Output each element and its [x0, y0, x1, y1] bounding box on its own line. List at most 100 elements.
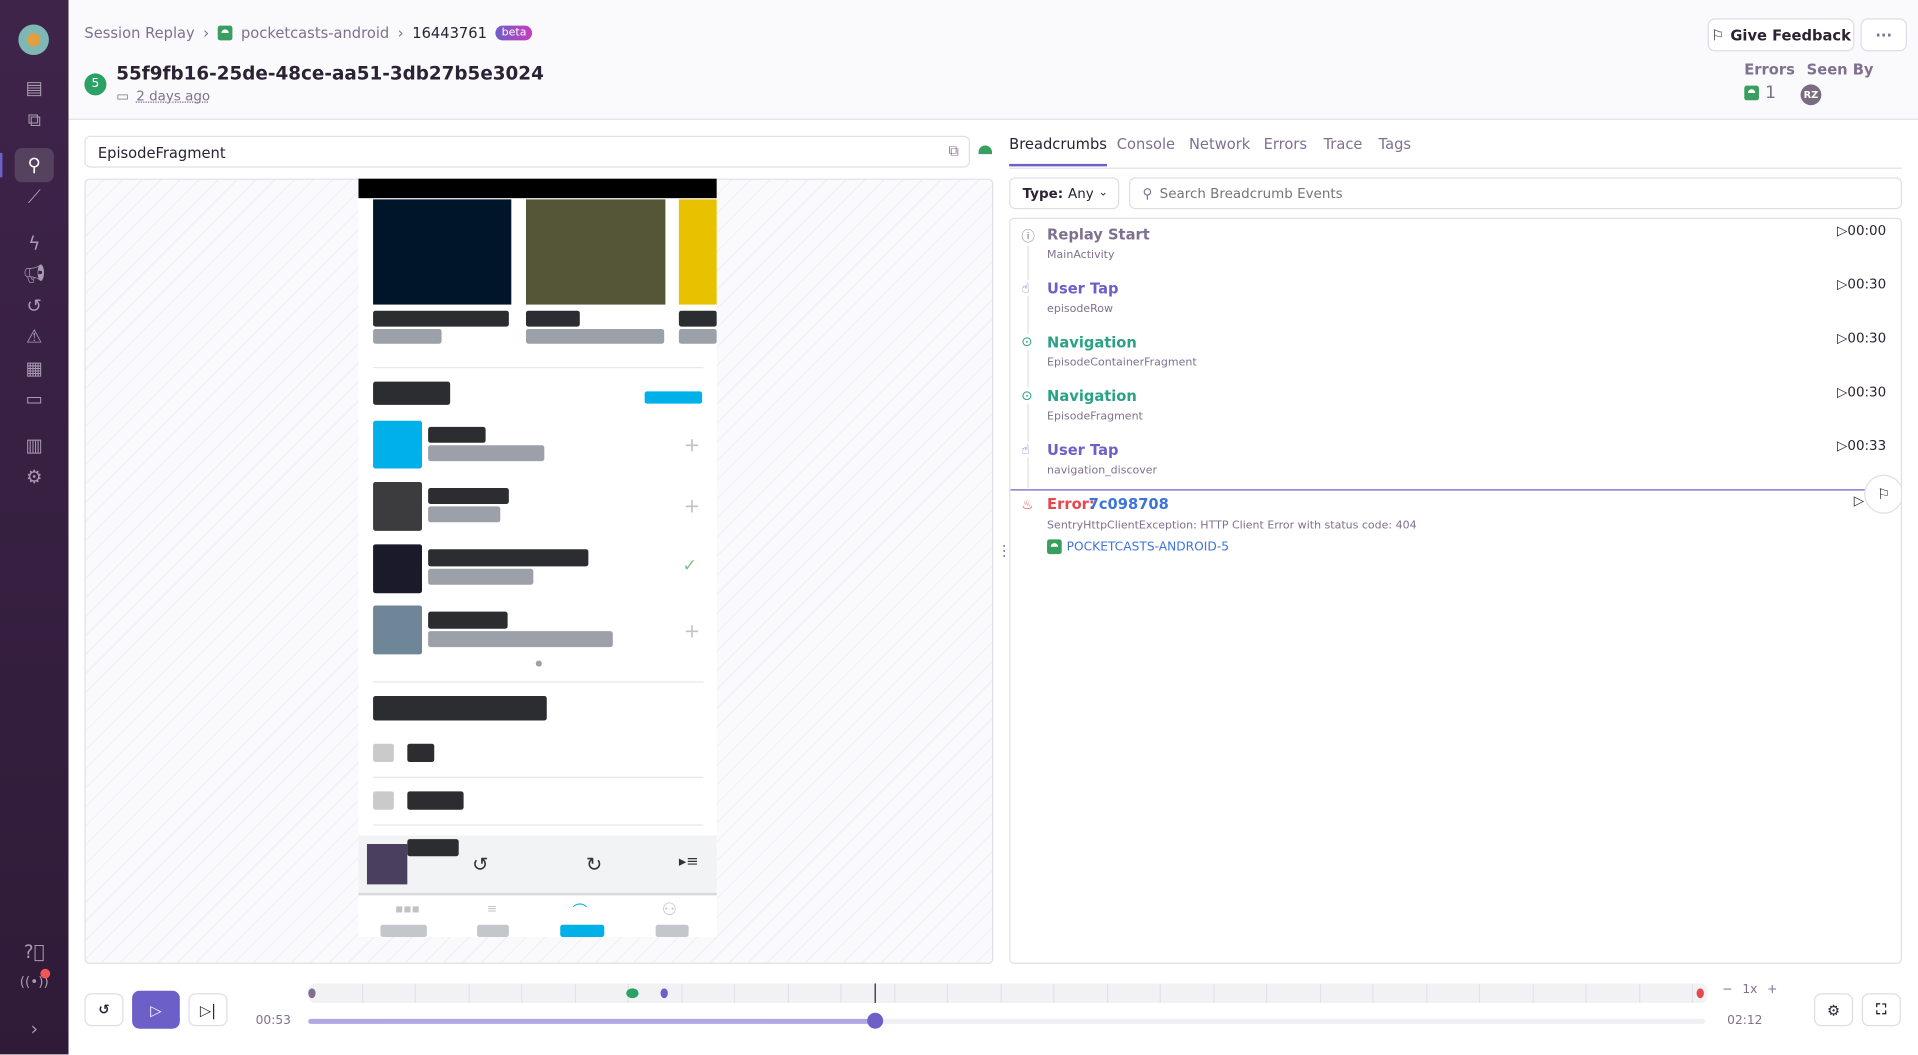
performance-icon[interactable]: ϟ	[28, 232, 41, 255]
tab-breadcrumbs[interactable]: Breadcrumbs	[1009, 136, 1107, 167]
error-id-link[interactable]: 7c098708	[1088, 495, 1169, 513]
play-icon: ▷	[1837, 330, 1848, 347]
speed-control: − 1x +	[1722, 983, 1777, 996]
breadcrumb-timestamp[interactable]: ▷00:00	[1837, 222, 1887, 239]
help-icon[interactable]: ?⃝	[23, 940, 45, 963]
fullscreen-button[interactable]: ⛶	[1861, 993, 1901, 1027]
scrubber-handle[interactable]	[866, 1012, 883, 1029]
dashboards-icon[interactable]: ▦	[25, 357, 43, 380]
hand-tap-icon: ☝	[1021, 280, 1030, 297]
gear-icon: ⚙	[1826, 1001, 1841, 1019]
play-icon: ▷	[150, 1001, 162, 1019]
type-value: Any	[1067, 185, 1094, 202]
explore-search-icon[interactable]: ⚲	[14, 148, 54, 183]
tab-errors[interactable]: Errors	[1263, 135, 1308, 153]
page-header: Session Replay › pocketcasts-android › 1…	[68, 0, 1918, 120]
play-button[interactable]: ▷	[132, 990, 180, 1029]
stats-icon[interactable]: ▥	[25, 434, 43, 457]
resize-handle[interactable]: ⋮	[996, 541, 1012, 560]
android-icon	[978, 145, 993, 155]
avatar[interactable]: RZ	[1800, 84, 1822, 106]
insights-chart-icon[interactable]: ⟋	[27, 185, 41, 208]
timeline-event-marker[interactable]	[1696, 988, 1705, 999]
timeline-tick	[1425, 983, 1427, 1004]
timeline-tick	[521, 983, 523, 1004]
timeline-event-marker[interactable]	[626, 988, 639, 999]
more-actions-button[interactable]: ···	[1860, 18, 1907, 52]
breadcrumb-timestamp[interactable]: ▷00:30	[1837, 276, 1887, 293]
settings-button[interactable]: ⚙	[1814, 993, 1854, 1027]
play-icon: ▷	[1837, 384, 1848, 400]
breadcrumb-timestamp[interactable]: ▷00:30	[1837, 384, 1887, 400]
breadcrumb-item[interactable]: ⊙ Navigation EpisodeContainerFragment ▷0…	[1010, 327, 1900, 381]
feedback-megaphone-icon[interactable]: 📢︎	[22, 262, 46, 286]
timeline-tick	[733, 983, 736, 1004]
timeline-tick	[1638, 983, 1640, 1004]
notification-dot	[40, 968, 51, 979]
current-time: 00:53	[255, 1014, 291, 1028]
type-label: Type:	[1022, 185, 1064, 202]
tab-console[interactable]: Console	[1116, 135, 1176, 153]
breadcrumb-project[interactable]: pocketcasts-android	[240, 24, 390, 42]
breadcrumb-item[interactable]: ☝ User Tap navigation_discover ▷00:33	[1010, 434, 1900, 488]
timeline-tick	[999, 983, 1002, 1004]
issues-icon[interactable]: ▤	[25, 77, 43, 100]
stats-box-icon[interactable]: ▭	[25, 387, 43, 410]
android-icon	[217, 25, 233, 41]
search-input[interactable]	[1159, 185, 1845, 202]
duration: 02:12	[1727, 1014, 1763, 1028]
current-time-line	[1010, 489, 1867, 491]
url-value: EpisodeFragment	[97, 144, 226, 162]
tab-network[interactable]: Network	[1188, 135, 1251, 153]
breadcrumb-item[interactable]: ⊙ Navigation EpisodeFragment ▷00:30	[1010, 380, 1900, 434]
give-feedback-button[interactable]: ⚐ Give Feedback	[1707, 18, 1855, 52]
breadcrumb-session-replay[interactable]: Session Replay	[84, 24, 195, 42]
timeline-event-marker[interactable]	[308, 988, 317, 999]
breadcrumb-search[interactable]: ⚲	[1129, 177, 1903, 210]
breadcrumb-title: User Tap	[1047, 441, 1119, 459]
play-icon[interactable]: ▷	[1853, 492, 1865, 509]
play-icon: ▷	[1837, 437, 1848, 454]
releases-history-icon[interactable]: ↺	[26, 294, 42, 317]
breadcrumb-item[interactable]: ⓘ Replay Start MainActivity ▷00:00	[1010, 219, 1900, 273]
timeline-tick	[1053, 983, 1055, 1004]
breadcrumb: Session Replay › pocketcasts-android › 1…	[84, 24, 533, 42]
breadcrumb-title: Navigation	[1047, 387, 1137, 405]
speed-decrease-button[interactable]: −	[1722, 983, 1733, 997]
copy-icon[interactable]: ⧉	[948, 141, 959, 160]
alerts-siren-icon[interactable]: ⚠	[26, 325, 43, 348]
projects-icon[interactable]: ⧉	[27, 108, 41, 131]
megaphone-icon: ⚐	[1711, 26, 1725, 44]
speed-increase-button[interactable]: +	[1767, 983, 1778, 997]
play-icon: ▷	[1837, 276, 1848, 293]
org-avatar[interactable]	[18, 24, 49, 56]
breadcrumb-item[interactable]: ☝ User Tap episodeRow ▷00:30	[1010, 273, 1900, 327]
settings-gear-icon[interactable]: ⚙	[26, 466, 43, 489]
breadcrumb-timestamp[interactable]: ▷00:30	[1837, 330, 1887, 347]
tab-trace[interactable]: Trace	[1323, 135, 1363, 153]
rewind-10-button[interactable]: ↺	[84, 993, 124, 1027]
scrubber[interactable]	[308, 1012, 1706, 1029]
issue-link[interactable]: POCKETCASTS-ANDROID-5	[1047, 539, 1230, 555]
errors-value[interactable]: 1	[1744, 83, 1776, 103]
date-text: 2 days ago	[136, 88, 211, 104]
issue-id: POCKETCASTS-ANDROID-5	[1066, 540, 1230, 554]
timeline-track[interactable]	[308, 983, 1708, 1004]
timeline-tick	[574, 983, 576, 1004]
errors-count: 1	[1765, 83, 1776, 103]
url-bar[interactable]: EpisodeFragment ⧉	[84, 135, 970, 168]
location-icon: ⊙	[1021, 333, 1033, 350]
error-breadcrumb[interactable]: ♨ Error: 7c098708 SentryHttpClientExcept…	[1010, 491, 1900, 564]
timeline-cursor	[874, 983, 877, 1004]
tab-tags[interactable]: Tags	[1378, 135, 1412, 153]
breadcrumb-description: EpisodeContainerFragment	[1047, 357, 1197, 370]
timeline-tick	[1585, 983, 1587, 1004]
breadcrumb-title: Navigation	[1047, 333, 1137, 352]
type-filter-dropdown[interactable]: Type: Any ⌄	[1009, 177, 1120, 210]
breadcrumb-timestamp[interactable]: ▷00:33	[1837, 437, 1887, 454]
fullscreen-icon: ⛶	[1876, 1000, 1887, 1018]
timeline-event-marker[interactable]	[659, 988, 668, 999]
skip-next-button[interactable]: ▷|	[188, 993, 228, 1027]
collapse-chevron-icon[interactable]: ›	[30, 1017, 38, 1040]
feedback-megaphone-button[interactable]: ⚐	[1864, 474, 1901, 514]
